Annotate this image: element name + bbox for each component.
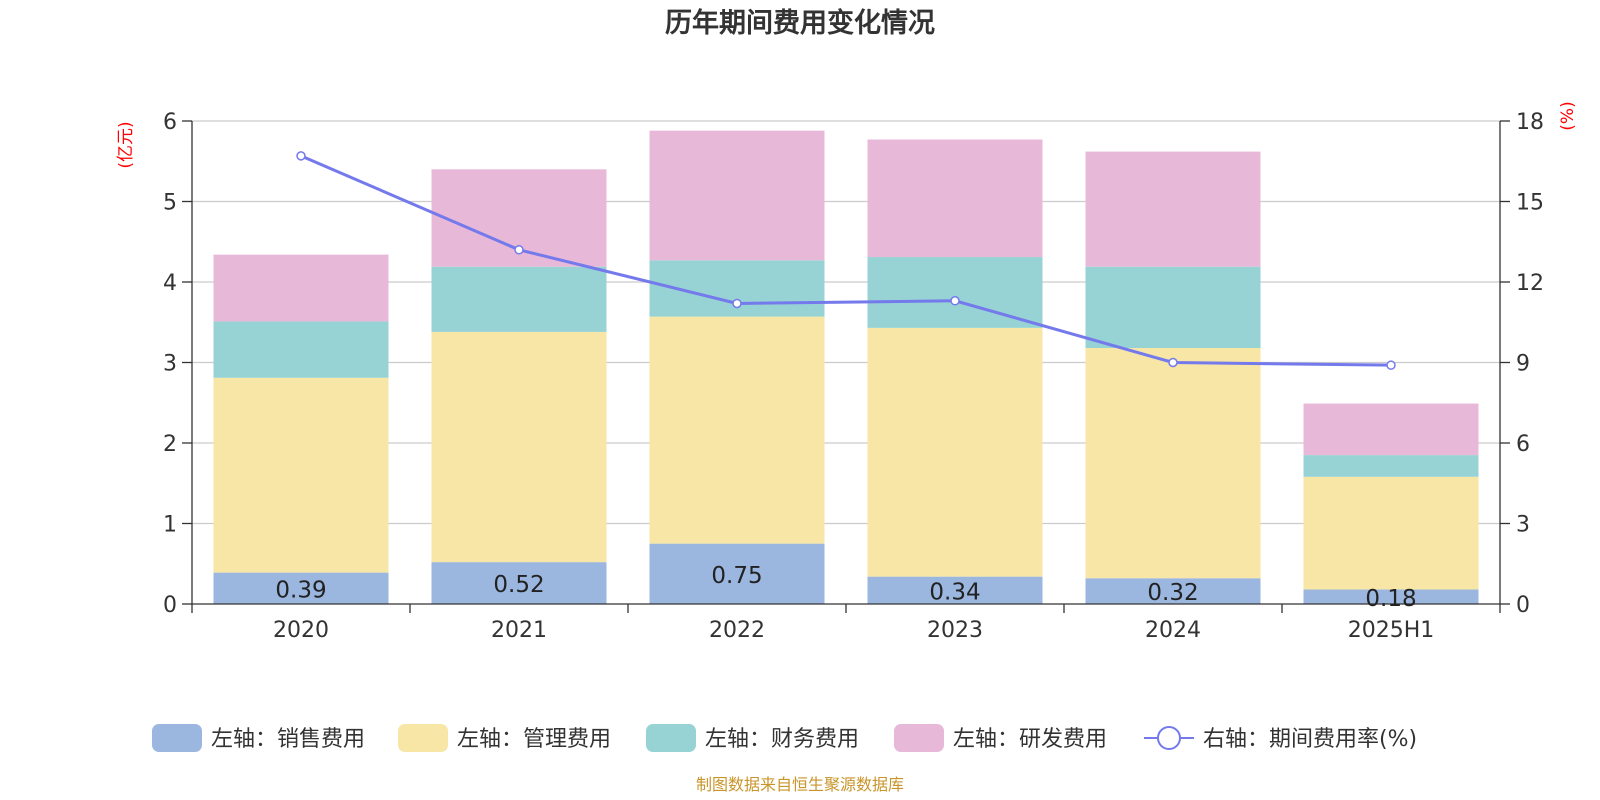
- rate-point: [1168, 357, 1178, 368]
- bar-segment-4: [867, 139, 1043, 258]
- rate-point: [296, 151, 306, 161]
- left-tick-label: 6: [163, 110, 177, 135]
- right-tick-label: 0: [1516, 593, 1530, 618]
- legend-swatch: [894, 724, 944, 752]
- bar-segment-4: [1303, 403, 1479, 456]
- bar-segment-4: [1085, 151, 1261, 267]
- bar-segment-2: [431, 331, 607, 563]
- rate-point: [514, 245, 524, 255]
- bar-segment-3: [431, 266, 607, 332]
- legend-label: 左轴：销售费用: [211, 727, 365, 752]
- bar-value-label: 0.18: [1365, 586, 1416, 612]
- bar-value-label: 0.52: [493, 572, 544, 598]
- bar-segment-4: [649, 130, 825, 261]
- bar-segment-2: [649, 316, 825, 544]
- rate-point: [950, 296, 960, 306]
- bar-segment-1: [1085, 578, 1261, 604]
- left-tick-label: 2: [163, 432, 177, 457]
- source-note: 制图数据来自恒生聚源数据库: [696, 775, 904, 794]
- bar-segment-3: [1303, 455, 1479, 477]
- bar-segment-3: [1085, 266, 1261, 349]
- left-tick-label: 4: [163, 271, 177, 296]
- x-tick-label: 2022: [709, 618, 765, 643]
- legend-label: 左轴：研发费用: [953, 727, 1107, 752]
- x-tick-label: 2025H1: [1348, 618, 1435, 643]
- right-tick-label: 18: [1516, 110, 1544, 135]
- bar-value-label: 0.32: [1147, 580, 1198, 606]
- left-axis-unit: (亿元): [116, 121, 136, 168]
- left-tick-label: 1: [163, 513, 177, 538]
- legend-label: 左轴：财务费用: [705, 727, 859, 752]
- x-tick-label: 2020: [273, 618, 329, 643]
- bar-segment-1: [431, 562, 607, 604]
- legend-label: 右轴：期间费用率(%): [1203, 727, 1417, 752]
- line-layer: [296, 151, 1396, 370]
- bar-segment-2: [867, 327, 1043, 577]
- bar-segment-1: [867, 576, 1043, 604]
- bar-segment-1: [649, 543, 825, 604]
- bar-value-label: 0.75: [711, 563, 762, 589]
- x-tick-label: 2023: [927, 618, 983, 643]
- legend-swatch: [646, 724, 696, 752]
- right-tick-label: 3: [1516, 513, 1530, 538]
- bar-segment-1: [1303, 589, 1479, 604]
- data-labels: 0.39 0.52 0.75 0.34 0.32 0.18: [275, 563, 1416, 612]
- x-tick-label: 2024: [1145, 618, 1201, 643]
- rate-point: [1386, 360, 1396, 370]
- bar-segment-4: [213, 254, 389, 322]
- axes: 0 0 1 3 2 6 3 9 4 12 5 15 6 18 2020 2021 2022 2023 2024 202…: [163, 110, 1544, 643]
- right-axis-unit: (%): [1558, 101, 1578, 130]
- bar-segment-2: [213, 377, 389, 573]
- left-tick-label: 5: [163, 191, 177, 216]
- chart-title: 历年期间费用变化情况: [665, 7, 935, 39]
- bar-value-label: 0.34: [929, 579, 980, 605]
- right-tick-label: 15: [1516, 191, 1544, 216]
- bar-segment-1: [213, 572, 389, 604]
- legend-label: 左轴：管理费用: [457, 727, 611, 752]
- bar-segment-2: [1303, 476, 1479, 590]
- rate-line: [300, 154, 1392, 367]
- right-tick-label: 9: [1516, 352, 1530, 377]
- bar-segment-3: [213, 321, 389, 378]
- legend: 左轴：销售费用 左轴：管理费用 左轴：财务费用 左轴：研发费用 右轴：期间费用率(%): [152, 724, 1417, 752]
- bar-value-label: 0.39: [275, 577, 326, 603]
- left-tick-label: 0: [163, 593, 177, 618]
- right-tick-label: 12: [1516, 271, 1544, 296]
- right-tick-label: 6: [1516, 432, 1530, 457]
- legend-marker: [1157, 726, 1181, 750]
- rate-point: [732, 298, 742, 309]
- bar-segment-2: [1085, 348, 1261, 579]
- legend-swatch: [152, 724, 202, 752]
- x-tick-label: 2021: [491, 618, 547, 643]
- legend-swatch: [398, 724, 448, 752]
- left-tick-label: 3: [163, 352, 177, 377]
